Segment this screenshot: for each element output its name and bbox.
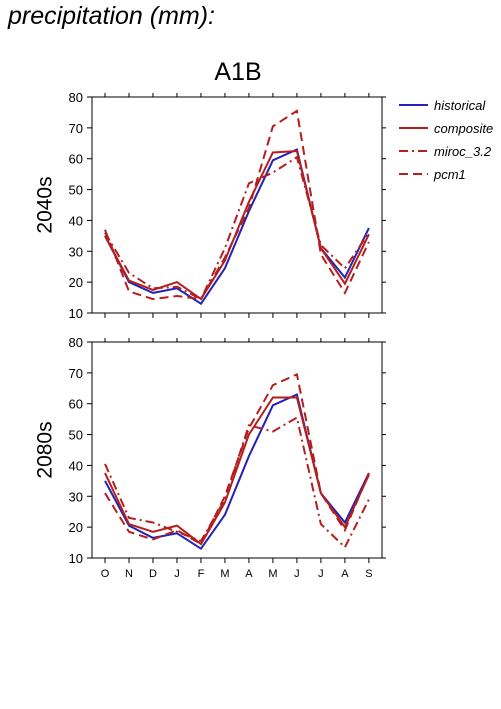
series-line-historical — [104, 393, 370, 551]
month-label: J — [294, 568, 300, 580]
y-tick-label: 60 — [69, 397, 83, 412]
y-tick-label: 50 — [69, 183, 83, 198]
month-label: A — [341, 568, 349, 580]
panel-2080s: 10 20 30 40 50 60 70 80 2080s — [34, 335, 386, 566]
y-tick-label: 30 — [69, 489, 83, 504]
legend-label: miroc_3.2 — [434, 144, 492, 159]
y-tick-label: 20 — [69, 275, 83, 290]
panel-2040s: 10 20 30 40 50 60 70 80 2040s — [34, 90, 386, 321]
y-tick-label: 60 — [69, 152, 83, 167]
y-tick-label: 20 — [69, 520, 83, 535]
month-label: N — [125, 568, 133, 580]
y-tick-label: 70 — [69, 366, 83, 381]
scenario-title: A1B — [214, 58, 261, 86]
y-tick-label: 80 — [69, 90, 83, 105]
month-label: M — [220, 568, 229, 580]
month-label: D — [149, 568, 157, 580]
series-line-historical — [104, 148, 370, 306]
month-label: M — [268, 568, 277, 580]
panel-label: 2080s — [34, 421, 57, 478]
y-tick-label: 40 — [69, 458, 83, 473]
month-label: J — [174, 568, 180, 580]
series-line-composite — [104, 396, 370, 546]
y-tick-label: 80 — [69, 335, 83, 350]
series-line-pcm1 — [104, 372, 370, 546]
plot-frame — [91, 96, 383, 314]
y-tick-label: 10 — [69, 306, 83, 321]
page-title: precipitation (mm): — [8, 2, 215, 30]
plot-frame — [91, 341, 383, 559]
legend-label: pcm1 — [433, 167, 466, 182]
y-tick-label: 40 — [69, 213, 83, 228]
month-label: F — [198, 568, 205, 580]
legend-label: composite — [434, 121, 493, 136]
panel-label: 2040s — [34, 176, 57, 233]
y-tick-label: 50 — [69, 428, 83, 443]
series-line-miroc-3-2 — [104, 416, 370, 549]
series-line-miroc-3-2 — [104, 155, 370, 301]
month-label: A — [245, 568, 253, 580]
legend: historical composite miroc_3.2 pcm1 — [399, 98, 493, 182]
month-label: O — [101, 568, 110, 580]
y-tick-label: 30 — [69, 244, 83, 259]
series-line-pcm1 — [104, 109, 370, 301]
series-line-composite — [104, 149, 370, 301]
month-label: J — [318, 568, 324, 580]
month-label: S — [365, 568, 372, 580]
legend-label: historical — [434, 98, 486, 113]
y-tick-label: 70 — [69, 121, 83, 136]
y-tick-label: 10 — [69, 551, 83, 566]
